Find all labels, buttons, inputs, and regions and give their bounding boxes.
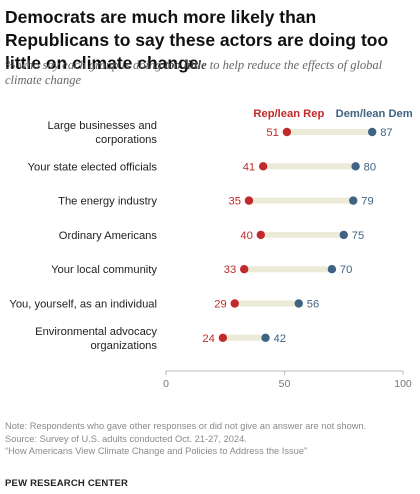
rep-dot (258, 162, 268, 171)
rep-dot (240, 265, 249, 274)
x-tick-label: 50 (279, 378, 291, 390)
rep-value-label: 41 (243, 161, 255, 173)
dem-dot (294, 299, 303, 308)
rep-value-label: 51 (266, 127, 278, 139)
footer: Note: Respondents who gave other respons… (5, 420, 417, 458)
subtitle-post: to help reduce the effects of global cli… (5, 58, 383, 87)
dem-dot (351, 162, 360, 171)
category-label: Your local community (51, 264, 157, 276)
subtitle-emphasis: too little (164, 58, 207, 72)
rep-dot (282, 127, 292, 137)
footer-source: Source: Survey of U.S. adults conducted … (5, 433, 247, 444)
dem-value-label: 80 (364, 161, 376, 173)
footer-note: Note: Respondents who gave other respons… (5, 421, 367, 431)
x-tick-label: 0 (163, 378, 169, 390)
dem-value-label: 75 (352, 230, 364, 242)
subtitle-pre: % who say each group is doing (5, 58, 165, 72)
x-tick-label: 100 (394, 378, 412, 390)
rep-dot (218, 333, 228, 342)
rep-value-label: 40 (240, 230, 252, 242)
category-label: Your state elected officials (28, 161, 158, 173)
category-label: The energy industry (58, 196, 157, 208)
dem-value-label: 56 (307, 299, 319, 311)
rep-dot (230, 299, 239, 308)
dem-dot (327, 265, 337, 274)
category-label: Ordinary Americans (59, 230, 158, 242)
dem-value-label: 70 (340, 264, 352, 276)
chart-title: Democrats are much more likely than Repu… (5, 7, 389, 73)
dem-dot (339, 230, 348, 240)
dem-dot (261, 333, 270, 342)
brand-logo-text: PEW RESEARCH CENTER (5, 478, 129, 489)
category-label: Large businesses and corporations (48, 120, 158, 146)
legend-dem: Dem/lean Dem (336, 108, 413, 120)
dem-dot (367, 127, 377, 137)
footer-report: “How Americans View Climate Change and P… (5, 446, 308, 456)
dem-value-label: 87 (380, 127, 392, 139)
category-label: You, yourself, as an individual (9, 299, 157, 311)
dot-plot-chart: Rep/lean Rep Dem/lean Dem Large businesses… (9, 108, 413, 390)
rep-value-label: 33 (224, 264, 236, 276)
rep-value-label: 24 (202, 333, 214, 345)
rep-dot (256, 230, 265, 240)
dem-dot (349, 196, 358, 205)
category-label: Environmental advocacy organizations (35, 326, 157, 352)
dem-value-label: 79 (361, 196, 373, 208)
rep-value-label: 35 (228, 196, 240, 208)
legend-rep: Rep/lean Rep (253, 108, 324, 120)
chart-subtitle: % who say each group is doing too little… (5, 58, 417, 88)
dem-value-label: 42 (274, 333, 286, 345)
rep-dot (244, 196, 254, 205)
rep-value-label: 29 (214, 299, 226, 311)
